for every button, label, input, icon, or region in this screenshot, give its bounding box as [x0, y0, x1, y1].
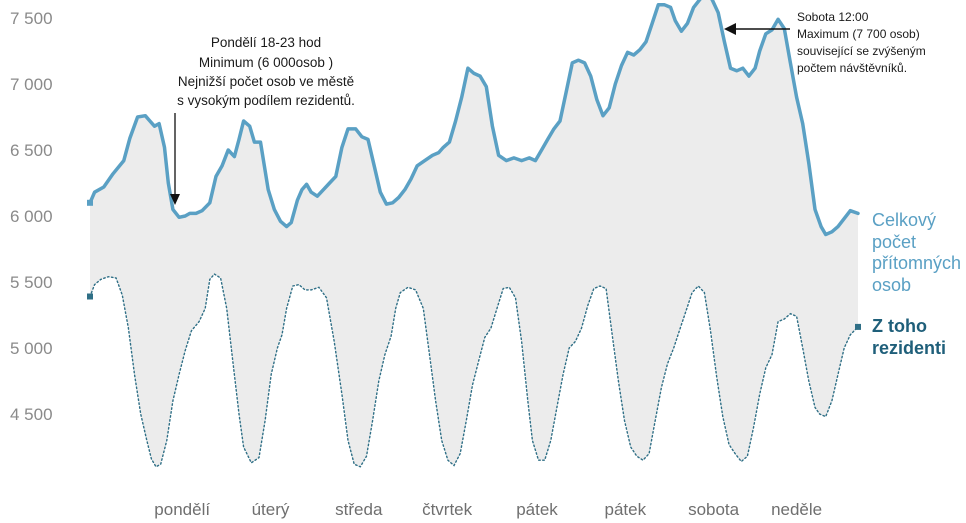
x-tick-label: neděle [771, 500, 822, 519]
residents-start-marker [87, 293, 93, 300]
series-line-total [88, 0, 860, 237]
annotation-maximum-line-3: související se zvýšeným [797, 44, 926, 58]
area-fill-layer [90, 0, 858, 467]
annotation-minimum: Pondělí 18-23 hod Minimum (6 000osob ) N… [170, 35, 355, 205]
series-end-markers [87, 199, 861, 330]
x-tick-label: středa [335, 500, 383, 519]
legend-total-line-1: Celkový [872, 210, 936, 230]
series-lines [88, 0, 860, 468]
y-axis: 7 500 7 000 6 500 6 000 5 500 5 000 4 500 [10, 9, 53, 424]
residents-end-marker [855, 323, 861, 330]
annotation-minimum-line-4: s vysokým podílem rezidentů. [177, 93, 355, 108]
annotation-maximum-line-2: Maximum (7 700 osob) [797, 27, 920, 41]
x-tick-label: pondělí [154, 500, 210, 519]
x-tick-label: sobota [688, 500, 740, 519]
annotation-minimum-line-3: Nejnižší počet osob ve městě [178, 74, 354, 89]
x-tick-label: úterý [252, 500, 290, 519]
legend: Celkový počet přítomných osob Z toho rez… [872, 210, 961, 358]
y-tick-label: 5 500 [10, 273, 53, 292]
legend-total-line-3: přítomných [872, 253, 961, 273]
annotation-maximum: Sobota 12:00 Maximum (7 700 osob) souvis… [724, 10, 926, 75]
area-between-series [90, 0, 858, 467]
legend-residents-line-1: Z toho [872, 316, 927, 336]
total-start-marker [87, 199, 93, 206]
y-tick-label: 4 500 [10, 405, 53, 424]
x-tick-label: pátek [516, 500, 558, 519]
y-tick-label: 5 000 [10, 339, 53, 358]
y-tick-label: 7 500 [10, 9, 53, 28]
annotation-maximum-arrowhead [724, 23, 736, 35]
legend-total-line-2: počet [872, 232, 916, 252]
y-tick-label: 6 500 [10, 141, 53, 160]
series-line-residents [89, 273, 859, 468]
annotation-minimum-arrowhead [170, 194, 180, 205]
annotation-maximum-line-1: Sobota 12:00 [797, 10, 869, 24]
annotation-minimum-line-1: Pondělí 18-23 hod [211, 35, 321, 50]
annotation-minimum-line-2: Minimum (6 000osob ) [199, 55, 333, 70]
x-tick-label: pátek [605, 500, 647, 519]
annotation-maximum-line-4: počtem návštěvníků. [797, 61, 907, 75]
x-tick-label: čtvrtek [422, 500, 473, 519]
legend-residents-line-2: rezidenti [872, 338, 946, 358]
y-tick-label: 7 000 [10, 75, 53, 94]
x-axis: pondělí úterý středa čtvrtek pátek pátek sobot… [154, 500, 822, 519]
y-tick-label: 6 000 [10, 207, 53, 226]
legend-total-line-4: osob [872, 275, 911, 295]
